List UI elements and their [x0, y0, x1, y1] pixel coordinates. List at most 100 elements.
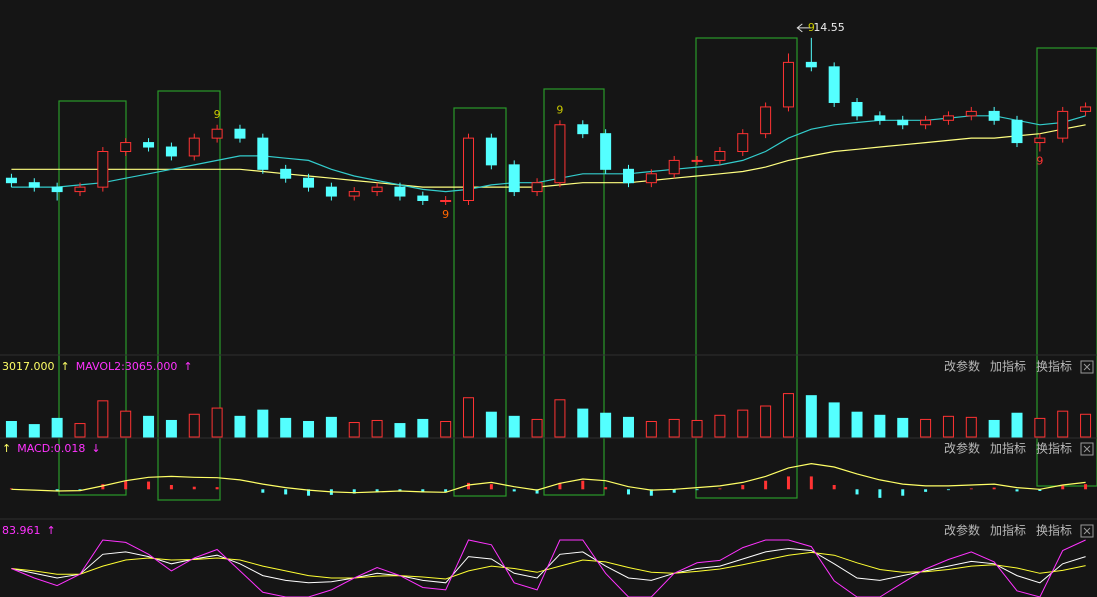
macd-bar	[444, 489, 448, 492]
toolbar-button[interactable]: 换指标	[1036, 441, 1072, 456]
volume-bar	[165, 419, 177, 438]
close-box	[1080, 442, 1094, 456]
candle-body	[97, 150, 109, 188]
close-button[interactable]	[1080, 524, 1094, 538]
toolbar-button[interactable]: 改参数	[944, 359, 980, 374]
volume-bar	[942, 415, 954, 438]
candle-body	[600, 133, 612, 170]
candle-body	[394, 186, 406, 197]
volume-bar	[645, 421, 657, 438]
macd-bar	[626, 489, 630, 495]
volume-bar	[74, 423, 86, 438]
macd-bar	[718, 488, 722, 490]
volume-bar	[1034, 417, 1046, 438]
candle-body	[1034, 137, 1046, 144]
volume-bar	[1057, 410, 1069, 438]
candle-body	[714, 150, 726, 161]
macd-bar	[467, 482, 471, 490]
candle-body	[897, 119, 909, 126]
toolbar-button[interactable]: 加指标	[990, 523, 1026, 538]
volume-bar	[554, 399, 566, 438]
volume-bar	[211, 407, 223, 438]
candle-body	[691, 159, 703, 162]
candle-body	[737, 133, 749, 152]
candle-body	[668, 159, 680, 175]
candle-body	[5, 177, 17, 184]
macd-bar	[489, 484, 493, 490]
candle-body	[51, 186, 63, 193]
macd-bar	[969, 488, 973, 490]
panel-dividers	[0, 354, 1097, 520]
macd-bar	[1084, 484, 1088, 490]
volume-bar	[737, 409, 749, 438]
candle-body	[234, 128, 246, 139]
kdj-line	[11, 539, 1086, 597]
macd-bar	[924, 489, 928, 492]
macd-bar	[101, 484, 105, 490]
candle-body	[988, 110, 1000, 121]
volume-bar	[143, 415, 155, 438]
indicator-value: ↑	[183, 360, 192, 373]
candle-body	[257, 137, 269, 170]
volume-bar	[691, 419, 703, 438]
macd-bar	[421, 489, 425, 493]
toolbar-button[interactable]: 换指标	[1036, 523, 1072, 538]
candle-body	[74, 186, 86, 193]
indicator-value: ↑	[2, 442, 11, 455]
highlight-box	[695, 37, 798, 499]
toolbar-button[interactable]: 改参数	[944, 523, 980, 538]
candle-body	[965, 110, 977, 117]
volume-bar	[463, 397, 475, 438]
volume-bar	[531, 418, 543, 438]
candle-body	[417, 195, 429, 202]
volume-bar	[1080, 413, 1092, 438]
macd-bar	[535, 489, 539, 494]
volume-bar	[622, 416, 634, 438]
toolbar-button[interactable]: 换指标	[1036, 359, 1072, 374]
volume-bar	[760, 405, 772, 438]
candle-body	[828, 66, 840, 103]
candle-body	[805, 61, 817, 68]
macd-bar	[192, 486, 196, 490]
macd-bar	[55, 489, 59, 491]
volume-bar	[28, 424, 40, 438]
toolbar-button[interactable]: 加指标	[990, 359, 1026, 374]
macd-bar	[809, 476, 813, 490]
toolbar-button[interactable]: 改参数	[944, 441, 980, 456]
close-button[interactable]	[1080, 442, 1094, 456]
indicator-value: 83.961	[2, 524, 41, 537]
volume-bar	[897, 417, 909, 438]
candle-body	[645, 173, 657, 184]
candle-body	[143, 142, 155, 148]
candle-body	[348, 191, 360, 197]
volume-bar	[417, 418, 429, 438]
volume-bar	[257, 409, 269, 438]
macd-bar	[764, 480, 768, 490]
macd-bar	[832, 485, 836, 490]
macd-bar	[398, 489, 402, 492]
highlight-box	[453, 107, 507, 497]
macd-bar	[1038, 489, 1042, 491]
close-button[interactable]	[1080, 360, 1094, 374]
highlight-boxes	[58, 37, 1097, 501]
highlight-box	[1036, 47, 1097, 487]
candle-body	[622, 168, 634, 184]
macd-bar	[901, 489, 905, 496]
toolbar-button[interactable]: 加指标	[990, 441, 1026, 456]
macd-bar	[78, 489, 82, 491]
candle-body	[760, 106, 772, 135]
macd-bar	[284, 489, 288, 495]
volume-bar	[805, 395, 817, 438]
volume-bar	[234, 415, 246, 438]
candle-body	[280, 168, 292, 179]
volume-bar	[965, 416, 977, 438]
volume-bar	[348, 422, 360, 438]
macd-bar	[1061, 485, 1065, 490]
volume-bar	[828, 402, 840, 438]
td-label: 9	[214, 108, 221, 121]
td-label: 9	[1036, 154, 1043, 167]
volume-bar	[371, 419, 383, 438]
highlight-box	[58, 100, 127, 496]
volume-bar	[714, 414, 726, 438]
